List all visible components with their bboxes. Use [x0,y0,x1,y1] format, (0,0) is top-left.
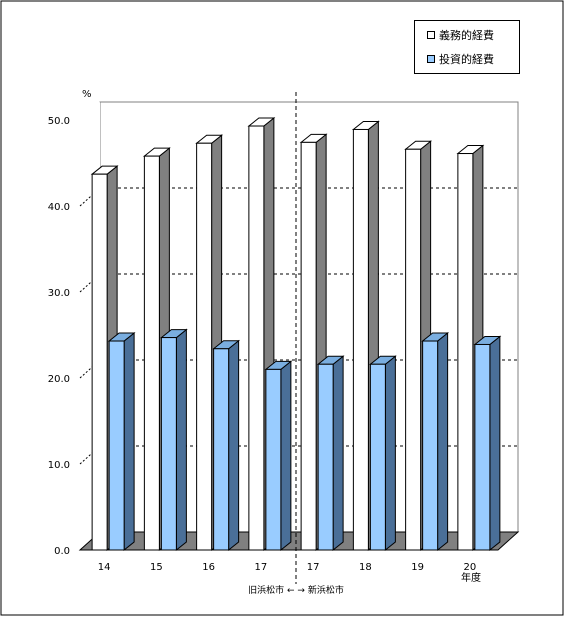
y-tick-label: 20.0 [48,374,70,385]
legend-swatch-blue [427,55,435,63]
legend: 義務的経費 投資的経費 [414,20,520,74]
bar-side-face [437,331,449,552]
bar-investment [473,335,502,552]
bar-front-face [248,125,265,551]
bar-side-face [175,328,187,552]
y-tick-label: 10.0 [48,460,70,471]
bar-side-face [280,360,292,552]
y-tick-label: 30.0 [48,288,70,299]
bar-investment [264,360,293,552]
x-tick-label: 20 [464,562,477,573]
bar-front-face [160,337,177,551]
bar-side-face [489,335,501,552]
x-tick-label: 18 [359,562,372,573]
bar-front-face [143,155,160,551]
bar-front-face [317,363,334,551]
x-tick-label: 17 [307,562,320,573]
y-tick-label: 50.0 [48,116,70,127]
y-tick-label: 40.0 [48,202,70,213]
bar-side-face [332,355,344,552]
city-merger-annotation: 旧浜松市 ← → 新浜松市 [248,584,344,596]
bar-front-face [91,173,108,551]
legend-label: 義務的経費 [439,29,494,42]
bar-front-face [422,340,439,551]
legend-swatch-white [427,31,435,39]
bar-front-face [369,363,386,551]
bar-front-face [300,141,317,551]
bar-investment [159,328,188,552]
gridline-side [79,359,101,379]
bar-front-face [108,340,125,551]
x-tick-label: 17 [255,562,268,573]
bar-front-face [213,348,230,551]
bar-front-face [196,142,213,551]
bar-front-face [474,343,491,551]
gridlines [79,187,518,465]
legend-label: 投資的経費 [439,53,494,66]
y-axis-label: % [82,89,92,100]
bar-front-face [265,368,282,551]
x-tick-label: 15 [150,562,163,573]
bar-side-face [228,339,240,552]
bar-investment [316,355,345,552]
legend-item-obligatory: 義務的経費 [427,28,494,42]
bar-front-face [352,128,369,551]
bar-front-face [457,153,474,551]
bar-investment [107,331,136,552]
gridline-side [79,273,101,293]
bar-investment [421,331,450,552]
gridline-side [79,445,101,465]
bar-investment [368,355,397,552]
bar-side-face [384,355,396,552]
tick-labels: 0.0 10.0 20.0 30.0 40.0 50.0 14 15 16 17 17 18 19 20 [48,116,477,573]
x-axis-label: 年度 [461,571,481,584]
legend-item-investment: 投資的経費 [427,52,494,66]
gridline-side [79,187,101,207]
y-tick-label: 0.0 [54,546,70,557]
bar-side-face [123,331,135,552]
bars [90,116,502,552]
x-tick-label: 19 [411,562,424,573]
x-tick-label: 16 [202,562,215,573]
x-tick-label: 14 [98,562,111,573]
bar-investment [212,339,241,552]
bar-front-face [405,148,422,551]
